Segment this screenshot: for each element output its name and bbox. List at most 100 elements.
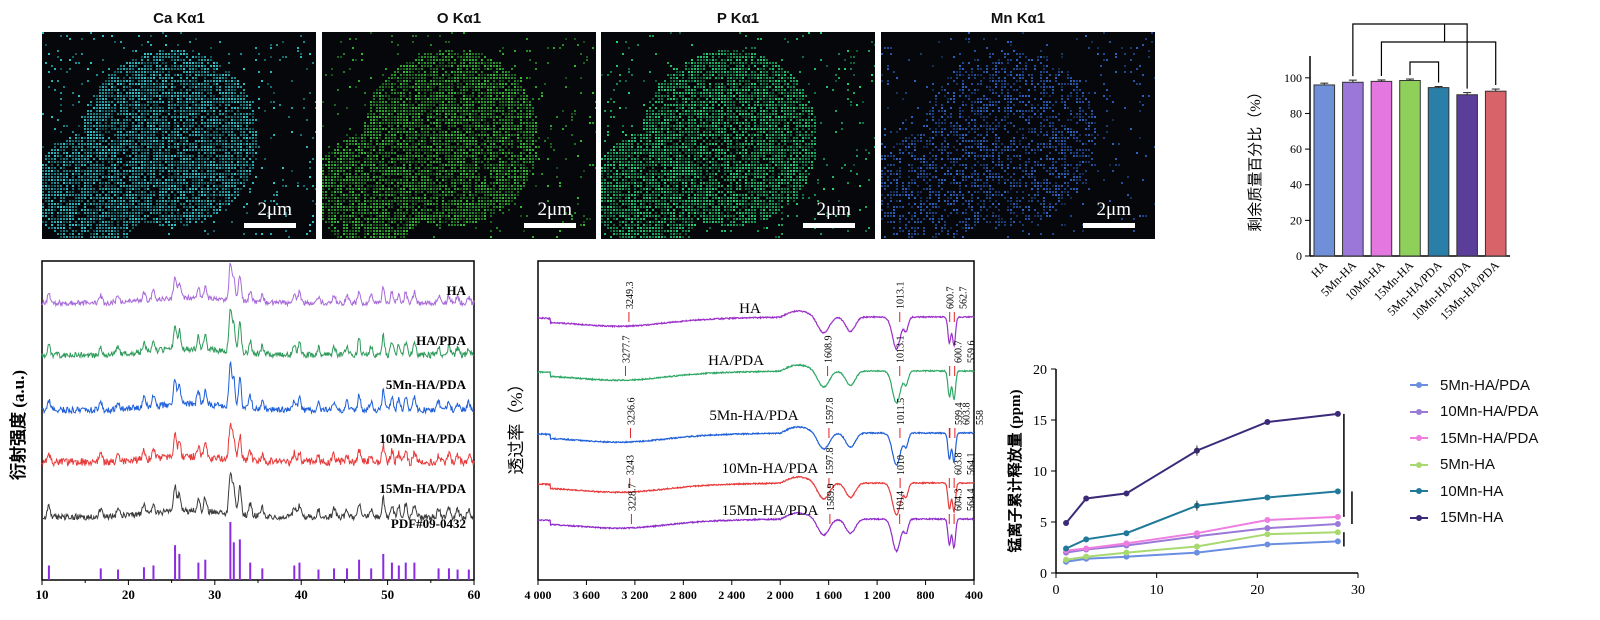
x-tick-label: 2 800 — [670, 588, 697, 602]
y-tick-label: 40 — [1290, 178, 1302, 192]
peak-annotation: 1010 — [896, 455, 907, 475]
significance-bracket — [1409, 61, 1440, 83]
xrd-chart: 10 20 30 40 50 60 HA HA/PDA 5Mn-HA/PDA 10Mn-HA/PD… — [8, 260, 481, 602]
peak-annotation: 3249.3 — [625, 282, 636, 310]
data-point — [1123, 540, 1130, 547]
legend-item: 5Mn-HA/PDA — [1410, 372, 1538, 399]
release-series-line — [1065, 490, 1338, 550]
data-point — [1063, 545, 1070, 552]
map-dots — [601, 32, 875, 238]
release-series-line — [1065, 523, 1338, 554]
data-point — [1083, 553, 1090, 560]
release-series-line — [1065, 515, 1338, 552]
legend-label: 10Mn-HA/PDA — [1440, 403, 1539, 421]
x-tick-label: 50 — [381, 587, 394, 602]
eds-map-image — [601, 32, 875, 238]
x-tick-label: 30 — [208, 587, 221, 602]
x-tick-label: 3 600 — [573, 588, 600, 602]
xrd-series-line — [41, 308, 475, 360]
series-label: 5Mn-HA/PDA — [709, 408, 798, 424]
bar — [1370, 80, 1393, 257]
y-tick-label: 10 — [1033, 465, 1047, 480]
legend-item: 10Mn-HA — [1410, 478, 1538, 505]
data-point — [1123, 530, 1130, 537]
release-series-line — [1065, 540, 1338, 563]
scale-bar-label: 2μm — [816, 199, 851, 220]
bar — [1399, 79, 1421, 257]
x-tick-label: 800 — [917, 588, 935, 602]
data-point — [1334, 521, 1341, 528]
ftir-series-line — [537, 511, 975, 554]
legend-item: 10Mn-HA/PDA — [1410, 399, 1538, 426]
data-point — [1334, 529, 1341, 536]
data-point — [1264, 531, 1271, 538]
eds-map-o: 2μm — [322, 32, 596, 239]
y-axis-label: 锰离子累计释放量 (ppm) — [1006, 390, 1024, 553]
eds-map-image — [881, 32, 1155, 238]
peak-annotation: 3236.6 — [626, 398, 637, 426]
peak-annotation: 1013.1 — [896, 336, 907, 364]
series-label: HA/PDA — [708, 353, 764, 369]
y-tick-label: 100 — [1284, 71, 1302, 85]
significance-bracket — [1352, 23, 1468, 89]
peak-annotation: 604.3 — [953, 489, 964, 512]
residual-mass-bar-chart: 020406080100HA5Mn-HA10Mn-HA15Mn-HA5Mn-HA… — [1246, 23, 1510, 323]
data-point — [1123, 549, 1130, 556]
xrd-series-line — [41, 471, 475, 522]
eds-map-image — [322, 32, 596, 238]
map-title-p: P Kα1 — [716, 10, 760, 27]
legend-swatch — [1410, 459, 1428, 471]
data-point — [1334, 488, 1341, 495]
release-series-line — [1065, 412, 1339, 524]
y-axis-label: 剩余质量百分比（%） — [1246, 84, 1264, 232]
legend-label: 5Mn-HA — [1440, 456, 1496, 474]
data-point — [1264, 525, 1271, 532]
scale-bar — [1083, 223, 1135, 228]
series-label: 5Mn-HA/PDA — [386, 377, 467, 392]
plot-frame — [537, 260, 975, 581]
bar — [1342, 81, 1364, 257]
series-label: HA — [447, 283, 467, 298]
series-label: HA/PDA — [416, 333, 466, 348]
peak-annotation: 1589.9 — [826, 484, 837, 512]
ftir-chart: 4 000 3 600 3 200 2 800 2 400 2 000 1 600 1 200… — [507, 260, 986, 602]
map-dots — [322, 32, 596, 238]
peak-annotation: 564.1 — [966, 453, 977, 476]
peak-annotation: 559.6 — [967, 341, 978, 364]
x-tick-label: 20 — [1250, 583, 1264, 598]
x-tick-label: 4 000 — [525, 588, 552, 602]
reference-label: PDF#09-0432 — [391, 516, 466, 531]
legend-label: 5Mn-HA/PDA — [1440, 376, 1531, 394]
data-point — [1264, 541, 1271, 548]
data-point — [1083, 536, 1090, 543]
peak-annotation: 1608.9 — [824, 336, 835, 364]
y-axis-label: 衍射强度 (a.u.) — [8, 370, 28, 480]
data-point — [1334, 513, 1341, 520]
peak-annotation: 564.4 — [966, 489, 977, 512]
map-dots — [881, 32, 1155, 238]
x-tick-label: 10 — [36, 587, 49, 602]
data-point — [1264, 419, 1271, 426]
peak-annotation: 599.4 — [954, 403, 965, 426]
release-legend: 5Mn-HA/PDA 10Mn-HA/PDA 15Mn-HA/PDA 5Mn-H… — [1410, 372, 1538, 531]
y-tick-label: 20 — [1290, 213, 1302, 227]
data-point — [1334, 410, 1341, 417]
data-point — [1193, 549, 1200, 556]
ftir-series-line — [537, 309, 975, 351]
peak-annotation: 603.8 — [961, 403, 972, 426]
series-label: 15Mn-HA/PDA — [379, 481, 466, 496]
y-tick-label: 20 — [1033, 363, 1047, 378]
x-tick-label: 20 — [122, 587, 135, 602]
peak-annotation: 1014 — [896, 491, 907, 511]
x-tick-label: 400 — [965, 588, 983, 602]
data-point — [1063, 556, 1070, 563]
peak-annotation: 1597.8 — [825, 448, 836, 476]
ftir-series-line — [537, 425, 975, 467]
data-point — [1264, 516, 1271, 523]
x-tick-label: 1 600 — [815, 588, 842, 602]
legend-label: 10Mn-HA — [1440, 482, 1504, 500]
map-dots — [42, 32, 316, 238]
legend-swatch — [1410, 432, 1428, 444]
data-point — [1193, 543, 1200, 550]
data-point — [1123, 490, 1130, 497]
